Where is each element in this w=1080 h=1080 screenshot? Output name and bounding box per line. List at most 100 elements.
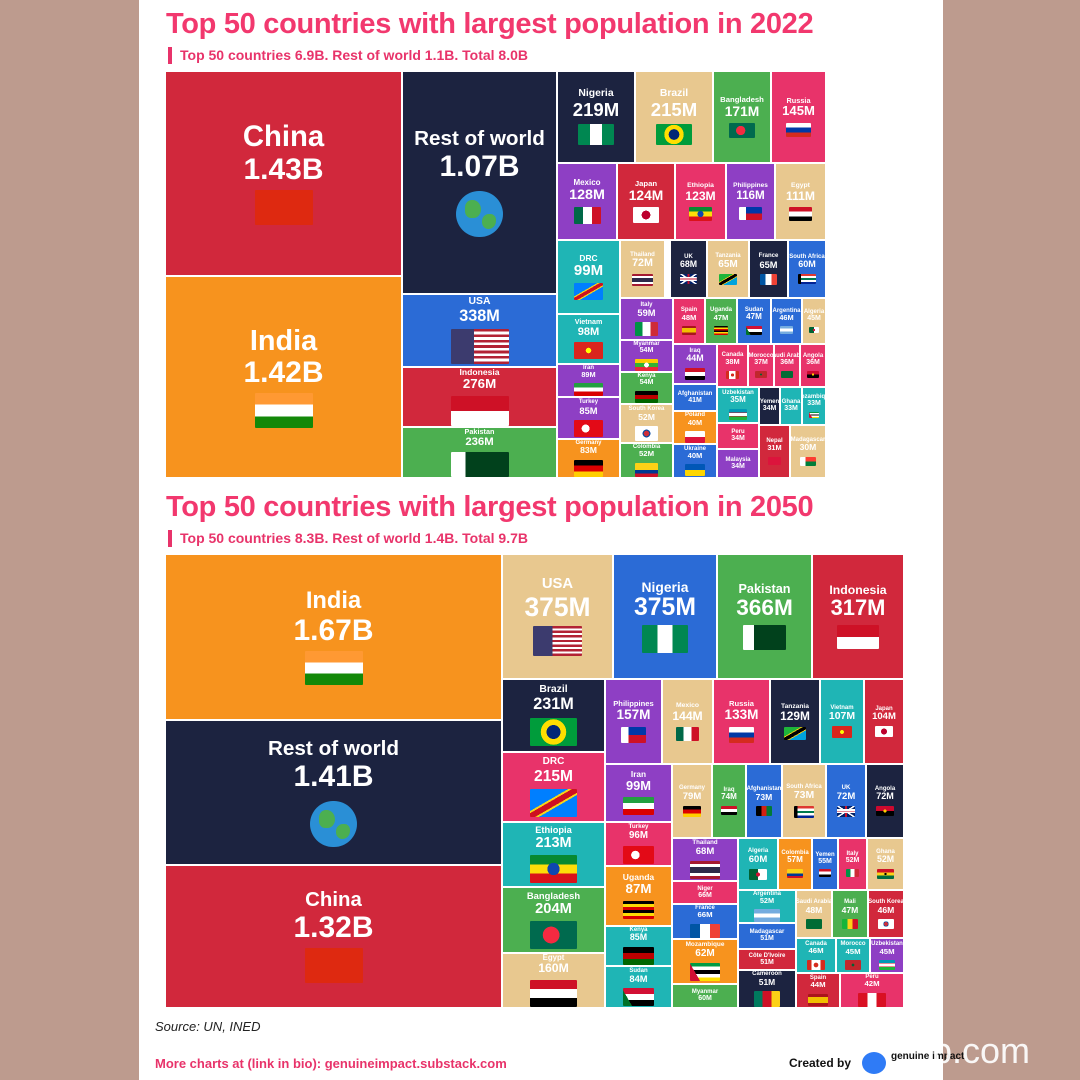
- iraq-flag-icon: [685, 368, 705, 380]
- tile-iran: Iran 99M: [605, 764, 672, 822]
- tile-name-poland: Poland: [684, 412, 705, 419]
- tile-name-myanmar: Myanmar: [691, 989, 719, 995]
- tile-iraq: Iraq 74M: [712, 764, 746, 838]
- tile-value-angola: 36M: [806, 359, 820, 367]
- tile-peru: Peru 42M: [840, 973, 904, 1008]
- tile-name-c-te-d-ivoire: Côte D'Ivoire: [748, 952, 786, 959]
- tile-value-philippines: 116M: [736, 188, 765, 202]
- iran-flag-icon: [623, 797, 654, 816]
- tile-usa: USA 338M: [402, 294, 557, 367]
- tile-japan: Japan 124M: [617, 163, 675, 240]
- tile-italy: Italy 52M: [838, 838, 867, 890]
- tile-name-algeria: Algeria: [803, 308, 825, 315]
- more-charts-link[interactable]: More charts at (link in bio): genuineimp…: [155, 1056, 507, 1071]
- peru-flag-icon: [857, 992, 887, 1007]
- tile-name-pakistan: Pakistan: [464, 427, 495, 436]
- tile-value-peru: 42M: [864, 979, 880, 989]
- tile-pakistan: Pakistan 366M: [717, 554, 812, 679]
- tile-value-japan: 124M: [628, 188, 664, 204]
- tile-angola: Angola 36M: [800, 344, 826, 387]
- tile-name-indonesia: Indonesia: [459, 367, 500, 377]
- tile-saudi-arabia: Saudi Arabia 48M: [796, 890, 832, 938]
- tile-name-china: China: [242, 120, 325, 154]
- tile-peru: Peru 34M: [717, 423, 759, 449]
- tile-value-vietnam: 107M: [828, 710, 856, 722]
- germany-flag-icon: [683, 805, 701, 817]
- tile-sudan: Sudan 47M: [737, 298, 771, 344]
- tile-value-nigeria: 375M: [634, 594, 696, 622]
- tile-name-ethiopia: Ethiopia: [535, 824, 572, 835]
- tile-italy: Italy 59M: [620, 298, 673, 340]
- italy-flag-icon: [634, 322, 659, 337]
- tile-value-iraq: 74M: [721, 792, 737, 802]
- tile-value-saudi-arabia: 48M: [805, 904, 823, 915]
- brazil-flag-icon: [656, 124, 692, 146]
- tile-mexico: Mexico 128M: [557, 163, 617, 240]
- drc-flag-icon: [574, 283, 603, 301]
- tile-name-japan: Japan: [875, 705, 893, 712]
- tile-canada: Canada 46M: [796, 938, 836, 973]
- tile-value-germany: 83M: [580, 445, 597, 456]
- south-korea-flag-icon: [877, 919, 895, 929]
- tile-name-ethiopia: Ethiopia: [687, 182, 714, 190]
- tile-uganda: Uganda 47M: [705, 298, 737, 344]
- mozambique-flag-icon: [808, 411, 820, 419]
- tile-name-rest-of-world: Rest of world: [267, 736, 400, 760]
- tile-algeria: Algeria 45M: [802, 298, 826, 344]
- tile-value-malaysia: 34M: [731, 462, 745, 470]
- tile-value-vietnam: 98M: [577, 326, 600, 339]
- tile-name-saudi-arabia: Saudi Arabia: [796, 899, 832, 906]
- tile-value-mali: 47M: [841, 904, 859, 915]
- tile-value-pakistan: 236M: [465, 435, 494, 448]
- tile-name-myanmar: Myanmar: [633, 341, 660, 347]
- tile-france: France 66M: [672, 904, 738, 939]
- tile-value-yemen: 55M: [818, 857, 832, 865]
- tile-name-bangladesh: Bangladesh: [720, 94, 764, 104]
- tile-name-philippines: Philippines: [613, 699, 654, 709]
- thailand-flag-icon: [632, 273, 653, 287]
- south-africa-flag-icon: [794, 805, 814, 818]
- tile-name-germany: Germany: [575, 440, 602, 447]
- uzbekistan-flag-icon: [879, 960, 895, 970]
- tile-drc: DRC 215M: [502, 752, 605, 822]
- tile-thailand: Thailand 72M: [620, 240, 665, 298]
- tile-mexico: Mexico 144M: [662, 679, 713, 764]
- tile-name-japan: Japan: [634, 179, 658, 189]
- tile-value-brazil: 231M: [533, 695, 574, 714]
- tile-name-yemen: Yemen: [759, 399, 780, 405]
- tile-value-ghana: 33M: [784, 405, 798, 413]
- tile-value-pakistan: 366M: [736, 594, 793, 620]
- vietnam-flag-icon: [574, 342, 603, 360]
- tile-argentina: Argentina 46M: [771, 298, 802, 344]
- tile-nigeria: Nigeria 375M: [613, 554, 717, 679]
- tile-value-spain: 44M: [810, 980, 826, 990]
- tile-value-peru: 34M: [731, 435, 745, 443]
- tile-value-iraq: 44M: [686, 353, 704, 364]
- tile-value-canada: 38M: [725, 357, 740, 367]
- tile-value-myanmar: 60M: [698, 995, 712, 1003]
- tile-mozambique: Mozambique 62M: [672, 939, 738, 984]
- cameroon-flag-icon: [753, 990, 781, 1007]
- tile-name-saudi-arabia: Saudi Arabia: [775, 353, 800, 359]
- uganda-flag-icon: [713, 326, 729, 335]
- genuine-impact-logo-icon: [862, 1052, 886, 1074]
- tile-name-italy: Italy: [640, 301, 653, 308]
- tile-name-algeria: Algeria: [747, 848, 769, 855]
- brand-name: genuine impact: [891, 1051, 965, 1062]
- tile-value-madagascar: 30M: [799, 442, 817, 453]
- tile-value-poland: 40M: [687, 417, 703, 427]
- tile-value-mexico: 144M: [672, 708, 703, 723]
- tile-name-usa: USA: [541, 576, 574, 593]
- india-flag-icon: [254, 393, 313, 429]
- tile-ethiopia: Ethiopia 123M: [675, 163, 726, 240]
- tile-name-drc: DRC: [542, 756, 565, 768]
- tile-value-bangladesh: 204M: [535, 900, 572, 917]
- tile-value-russia: 145M: [782, 103, 815, 119]
- tile-name-thailand: Thailand: [692, 839, 718, 847]
- sudan-flag-icon: [746, 326, 762, 336]
- tile-name-kenya: Kenya: [629, 927, 648, 933]
- france-flag-icon: [759, 273, 778, 285]
- tile-name-iraq: Iraq: [689, 348, 701, 355]
- tile-name-mozambique: Mozambique: [803, 393, 826, 400]
- tile-uk: UK 72M: [826, 764, 866, 838]
